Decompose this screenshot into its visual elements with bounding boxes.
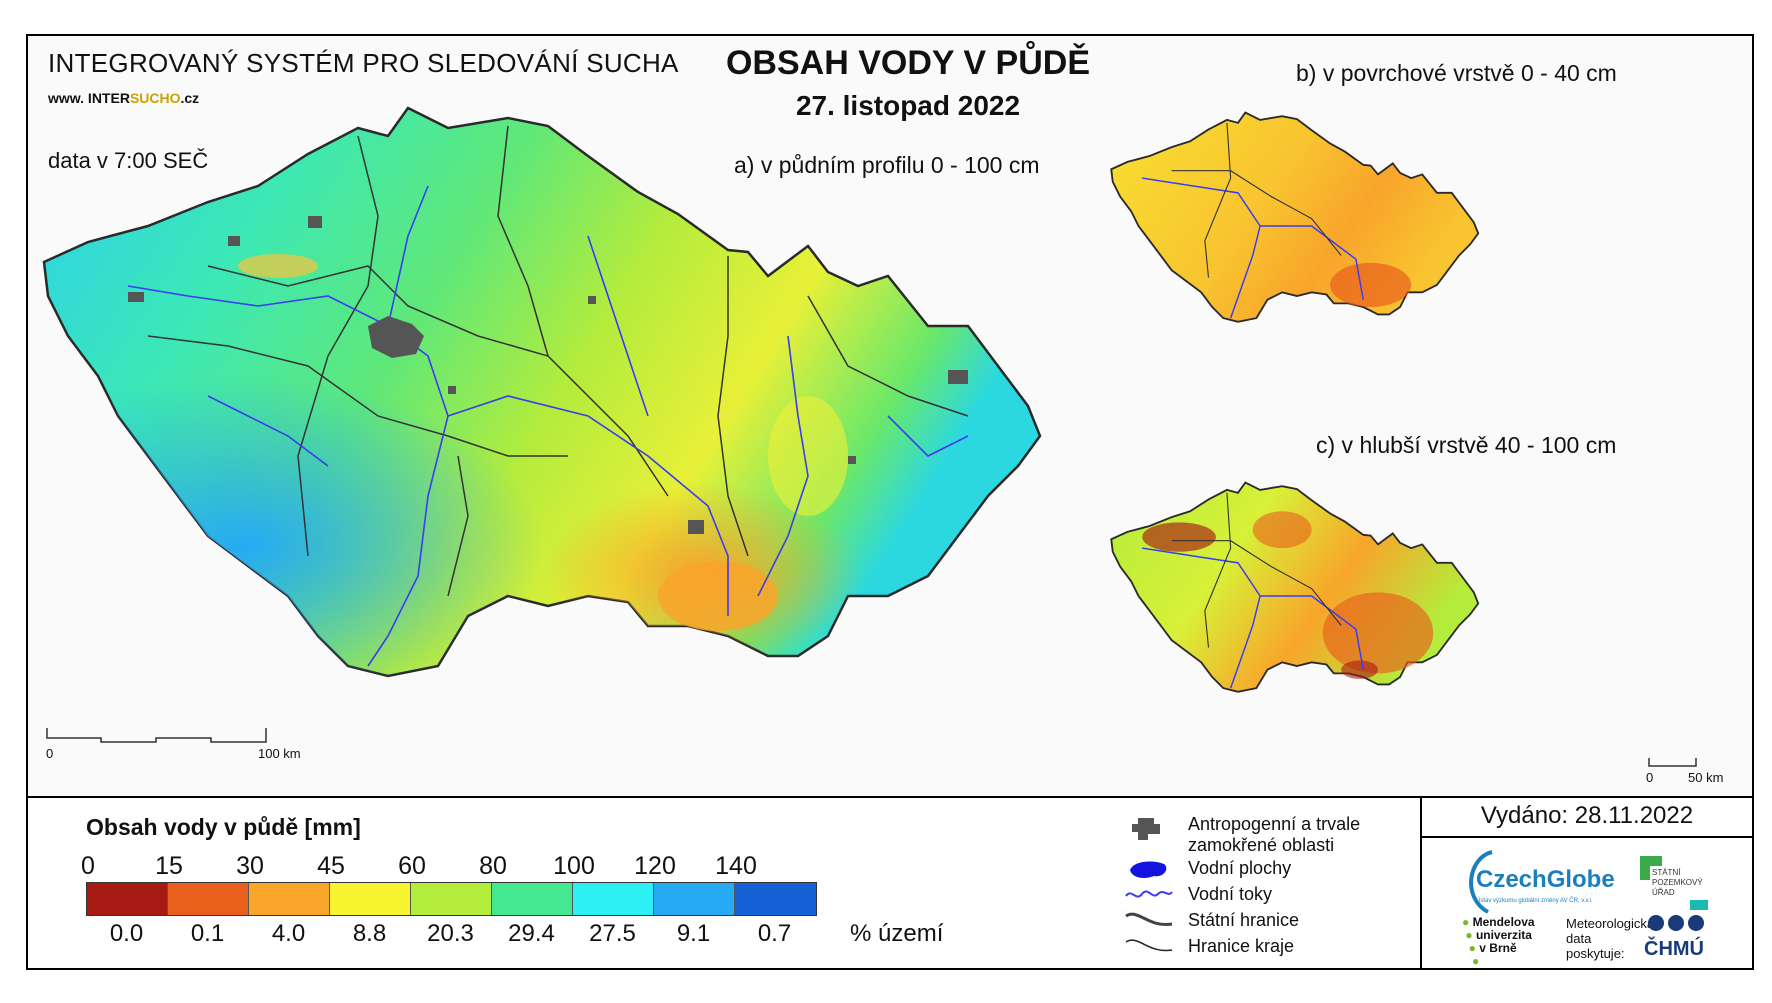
system-title: INTEGROVANÝ SYSTÉM PRO SLEDOVÁNÍ SUCHA [48,48,679,78]
legend-threshold-value: 30 [236,852,264,880]
map-a-label: a) v půdním profilu 0 - 100 cm [734,152,1040,178]
meteo-text-2: data [1566,931,1592,946]
map-b-label: b) v povrchové vrstvě 0 - 40 cm [1296,60,1617,86]
czechglobe-logo[interactable]: CzechGlobe Ústav výzkumu globální změny … [1458,848,1618,918]
spu-bar-icon [1640,856,1650,880]
legend-class-swatch [573,883,654,915]
legend-threshold-value: 120 [634,852,676,880]
small-scale-end: 50 km [1688,770,1724,785]
spu-square-icon [1690,900,1708,910]
urban-area-label-1: Antropogenní a trvale [1188,814,1361,834]
chmu-logo[interactable]: ČHMÚ [1644,938,1704,960]
czechglobe-subtext: Ústav výzkumu globální změny AV ČR, v.v.… [1476,898,1593,904]
map-frame: INTEGROVANÝ SYSTÉM PRO SLEDOVÁNÍ SUCHA w… [26,34,1754,970]
main-scale-bar: 0 100 km [46,726,301,761]
water-body-icon [1130,861,1167,878]
map-area: INTEGROVANÝ SYSTÉM PRO SLEDOVÁNÍ SUCHA w… [28,36,1752,796]
map-c-deeper-layer [1110,481,1480,693]
legend-threshold-value: 45 [317,852,345,880]
legend-threshold-value: 100 [553,852,595,880]
map-date: 27. listopad 2022 [795,90,1021,121]
legend-class-percent: 0.7 [757,920,792,947]
legend-class-percent: 29.4 [508,920,555,947]
mendel-text-1: ● Mendelova [1462,915,1535,929]
scale-start: 0 [46,746,54,761]
legend-class-percent: 0.0 [109,920,144,947]
spu-text-3: ÚŘAD [1652,888,1675,897]
legend-class-swatch [168,883,249,915]
spu-text-1: STÁTNÍ [1652,868,1681,877]
legend-threshold-value: 0 [81,852,95,880]
river-icon [1125,890,1173,898]
mendel-dot-icon: ● [1472,954,1480,968]
state-border-icon [1125,912,1173,926]
data-time: data v 7:00 SEČ [48,148,209,173]
legend-class-percent: 20.3 [427,920,474,947]
meteo-text-1: Meteorologická [1566,916,1655,931]
legend-class-percent: 8.8 [352,920,387,947]
meteo-text-3: poskytuje: [1566,946,1625,961]
main-title: OBSAH VODY V PŮDĚ [725,44,1090,82]
urban-area-icon [1132,818,1160,840]
spu-logo[interactable]: STÁTNÍ POZEMKOVÝ ÚŘAD [1640,856,1720,926]
scale-end: 100 km [258,746,301,761]
map-b-surface-layer [1110,111,1480,323]
legend-threshold-value: 140 [715,852,757,880]
legend-class-swatch [87,883,168,915]
issued-date: Vydáno: 28.11.2022 [1480,802,1694,829]
meteo-credit: Meteorologická data poskytuje: [1566,916,1654,961]
legend-class-swatch [735,883,816,915]
chmu-symbol-icon [1648,915,1704,931]
small-scale-start: 0 [1646,770,1654,785]
scale-bar-graphic-small [1648,758,1697,767]
site-suffix: .cz [180,90,200,106]
mendel-text-3: ● v Brně [1468,941,1517,955]
mendel-logo[interactable]: ● Mendelova ● univerzita ● v Brně ● [1462,916,1535,968]
urban-area-label-2: zamokřené oblasti [1188,835,1335,855]
map-a-soil-profile [42,106,1042,678]
legend-class-percent: 0.1 [190,920,225,947]
divider [1420,798,1422,968]
legend-threshold-value: 60 [398,852,426,880]
pct-unit: % území [850,920,944,947]
small-scale-bar: 0 50 km [1646,756,1723,785]
region-border-label: Hranice kraje [1188,936,1295,956]
site-prefix: www. INTER [48,90,130,106]
legend-class-swatch [492,883,573,915]
legend-class-percent: 9.1 [676,920,711,947]
divider [1422,836,1752,838]
legend-color-bar [86,882,817,916]
state-border-label: Státní hranice [1188,910,1300,930]
czechglobe-arc-icon [1469,850,1493,914]
legend-class-swatch [330,883,411,915]
website-link[interactable]: www. INTERSUCHO.cz [48,90,199,106]
river-label: Vodní toky [1188,884,1273,904]
urban-area-label: Antropogenní a trvale zamokřené oblasti [1188,814,1360,856]
czechglobe-text: CzechGlobe [1476,866,1615,893]
spu-text-2: POZEMKOVÝ [1652,878,1703,887]
legend-threshold-value: 80 [479,852,507,880]
legend-threshold-value: 15 [155,852,183,880]
spu-bar-icon [1640,856,1662,866]
region-border-icon [1125,939,1173,952]
mendel-text-2: ● univerzita [1465,928,1532,942]
legend-class-swatch [411,883,492,915]
map-c-label: c) v hlubší vrstvě 40 - 100 cm [1316,432,1617,458]
spu-text: STÁTNÍ POZEMKOVÝ ÚŘAD [1652,868,1703,898]
legend-class-swatch [249,883,330,915]
scale-bar-graphic [46,728,267,743]
legend-class-swatch [654,883,735,915]
legend-class-percent: 27.5 [589,920,636,947]
water-body-label: Vodní plochy [1188,858,1292,878]
legend-title: Obsah vody v půdě [mm] [86,814,361,840]
legend-class-percent: 4.0 [271,920,306,947]
site-highlight: SUCHO [129,90,181,106]
divider [28,796,1752,798]
